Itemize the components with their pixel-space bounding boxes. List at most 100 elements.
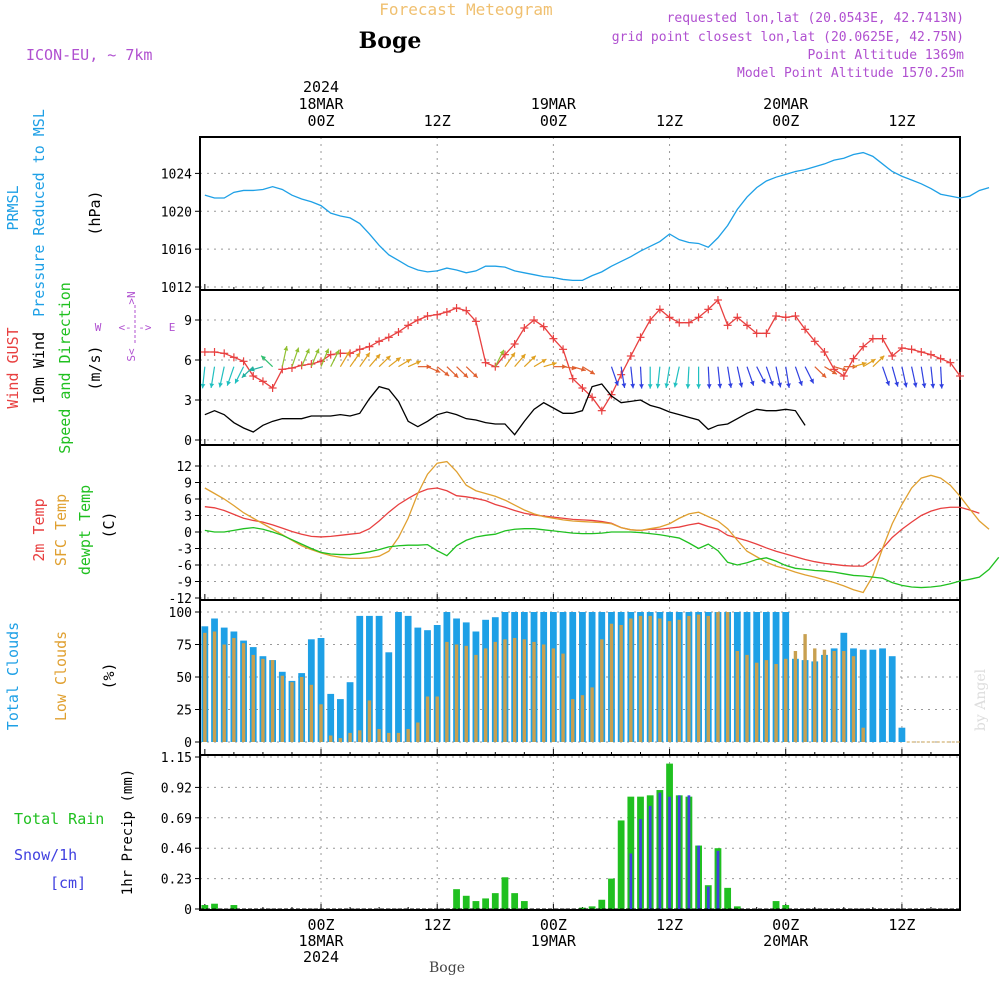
gust-marker xyxy=(413,316,422,324)
gust-marker xyxy=(549,334,558,343)
gust-marker xyxy=(646,316,655,324)
temp-sfc-line xyxy=(204,460,990,594)
pressure-label-1: PRMSL xyxy=(4,185,22,230)
wind-arrow xyxy=(785,366,791,389)
rain-bar xyxy=(491,893,499,909)
wind-arrow-head xyxy=(769,380,774,386)
gust-marker xyxy=(878,334,887,343)
wind-arrow xyxy=(301,348,310,367)
wind-arrow xyxy=(494,349,505,367)
total-cloud-bar xyxy=(336,699,344,742)
temp-sfc-label: SFC Temp xyxy=(52,494,70,566)
gust-marker xyxy=(471,317,480,326)
y-tick-label: 9 xyxy=(184,314,192,329)
watermark: by Angel xyxy=(973,668,989,731)
panel-frame xyxy=(199,289,961,446)
wind-arrow-head xyxy=(249,366,255,372)
wind-arrow xyxy=(582,366,596,375)
y-tick-label: 0.92 xyxy=(161,781,192,796)
low-cloud-bar xyxy=(270,660,275,742)
gust-marker xyxy=(481,358,490,367)
low-cloud-bar xyxy=(803,634,807,742)
wind-arrow-head xyxy=(415,360,421,365)
wind-arrow-head xyxy=(621,383,627,388)
wind-arrow-head xyxy=(226,380,231,386)
low-cloud-bar xyxy=(280,675,284,742)
wind-arrow-head xyxy=(520,354,526,359)
low-cloud-bar xyxy=(503,639,507,742)
gust-marker xyxy=(607,390,616,399)
total-cloud-bar xyxy=(327,693,335,742)
low-cloud-bar xyxy=(212,631,217,742)
top-date-label: 00Z xyxy=(772,112,799,130)
rain-bar xyxy=(520,901,528,909)
wind-arrow-head xyxy=(345,351,350,357)
subtitle: Forecast Meteogram xyxy=(379,0,552,19)
wind-arrow-head xyxy=(261,355,267,361)
wind-arrow xyxy=(310,348,320,367)
wind-arrow-head xyxy=(903,382,908,388)
wind-arrow-head xyxy=(405,359,411,364)
wind-arrow xyxy=(775,366,782,388)
y-tick-label: -12 xyxy=(169,592,192,607)
low-cloud-bar xyxy=(851,656,856,742)
top-date-label: 12Z xyxy=(424,112,451,130)
wind-arrow xyxy=(523,355,537,368)
snow-bar xyxy=(668,796,671,909)
wind-arrow xyxy=(891,366,899,387)
top-date-label: 00Z xyxy=(307,112,334,130)
low-cloud-bar xyxy=(687,615,691,742)
gust-marker xyxy=(597,406,606,415)
gust-marker xyxy=(888,352,897,360)
low-cloud-bar xyxy=(551,648,556,742)
wind-arrow xyxy=(465,366,479,379)
gust-marker xyxy=(820,348,829,356)
gust-marker xyxy=(578,384,587,392)
wind-arrow xyxy=(862,358,876,368)
wind-arrow-head xyxy=(798,380,803,386)
gust-marker xyxy=(568,374,577,383)
low-cloud-bar xyxy=(716,612,720,742)
wind-arrow-head xyxy=(510,352,516,358)
wind-arrow xyxy=(543,361,557,368)
wind-arrow-head xyxy=(241,372,247,378)
wind-arrow xyxy=(794,366,803,386)
wind-arrow xyxy=(765,366,774,386)
wind-arrow-head xyxy=(870,359,876,364)
gust-marker xyxy=(423,312,432,320)
low-cloud-bar xyxy=(416,722,420,742)
low-cloud-bar xyxy=(338,738,343,742)
rain-bar xyxy=(733,906,741,909)
wind-arrow xyxy=(920,366,927,389)
low-clouds-label: Low Clouds xyxy=(52,631,70,721)
wind-speed-line xyxy=(204,383,806,436)
gust-marker xyxy=(772,312,781,320)
wind-arrow-head xyxy=(655,383,661,389)
wind-arrow xyxy=(901,366,908,388)
bottom-date-label: 00Z xyxy=(540,916,567,934)
y-tick-label: 6 xyxy=(184,354,192,369)
low-cloud-bar xyxy=(609,623,614,742)
gust-marker xyxy=(926,350,935,359)
gust-marker xyxy=(278,365,287,374)
gust-marker xyxy=(452,304,461,312)
gust-marker xyxy=(723,321,732,330)
low-cloud-bar xyxy=(203,632,207,742)
wind-arrow xyxy=(630,366,636,389)
wind-arrow-head xyxy=(453,372,459,378)
low-cloud-bar xyxy=(522,639,527,742)
wind-arrow xyxy=(234,366,245,384)
wind-arrow xyxy=(514,353,526,368)
y-tick-label: 0 xyxy=(184,434,192,449)
gust-marker xyxy=(946,358,955,367)
wind-gust-label: Wind GUST xyxy=(4,327,22,408)
wind-arrow xyxy=(330,349,340,367)
wind-arrow xyxy=(572,366,586,372)
gust-marker xyxy=(743,321,752,330)
gust-marker xyxy=(713,296,722,304)
snow-bar xyxy=(716,850,720,909)
wind-arrow xyxy=(620,366,627,389)
wind-arrow-head xyxy=(706,384,712,389)
wind-arrow xyxy=(209,366,216,389)
top-date-label: 20MAR xyxy=(763,95,809,113)
